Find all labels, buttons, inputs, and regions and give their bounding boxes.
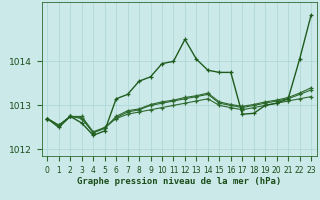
X-axis label: Graphe pression niveau de la mer (hPa): Graphe pression niveau de la mer (hPa) [77,178,281,186]
